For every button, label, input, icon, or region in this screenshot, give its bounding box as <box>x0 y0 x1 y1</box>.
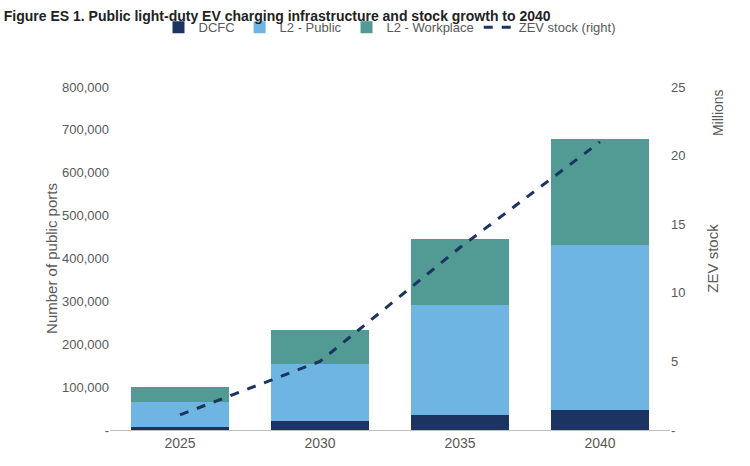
svg-text:500,000: 500,000 <box>62 208 109 223</box>
svg-text:DCFC: DCFC <box>199 20 235 35</box>
svg-text:25: 25 <box>671 80 685 95</box>
svg-text:2025: 2025 <box>164 435 195 451</box>
svg-text:2030: 2030 <box>304 435 335 451</box>
svg-text:300,000: 300,000 <box>62 294 109 309</box>
svg-text:2035: 2035 <box>444 435 475 451</box>
svg-text:15: 15 <box>671 217 685 232</box>
svg-text:5: 5 <box>671 354 678 369</box>
svg-text:L2 - Workplace: L2 - Workplace <box>387 20 474 35</box>
svg-text:Millions: Millions <box>710 89 726 136</box>
svg-text:Figure ES 1. Public light-duty: Figure ES 1. Public light-duty EV chargi… <box>4 8 551 24</box>
svg-text:L2 - Public: L2 - Public <box>280 20 342 35</box>
svg-text:10: 10 <box>671 285 685 300</box>
svg-text:2040: 2040 <box>584 435 615 451</box>
svg-text:Number of public ports: Number of public ports <box>43 183 60 334</box>
svg-text:800,000: 800,000 <box>62 80 109 95</box>
svg-text:ZEV stock (right): ZEV stock (right) <box>519 20 616 35</box>
svg-text:20: 20 <box>671 148 685 163</box>
svg-text:200,000: 200,000 <box>62 337 109 352</box>
svg-text:100,000: 100,000 <box>62 380 109 395</box>
svg-text:600,000: 600,000 <box>62 165 109 180</box>
svg-text:-: - <box>105 423 109 438</box>
svg-text:700,000: 700,000 <box>62 122 109 137</box>
svg-text:ZEV stock: ZEV stock <box>704 224 721 293</box>
svg-text:400,000: 400,000 <box>62 251 109 266</box>
svg-text:-: - <box>671 423 675 438</box>
